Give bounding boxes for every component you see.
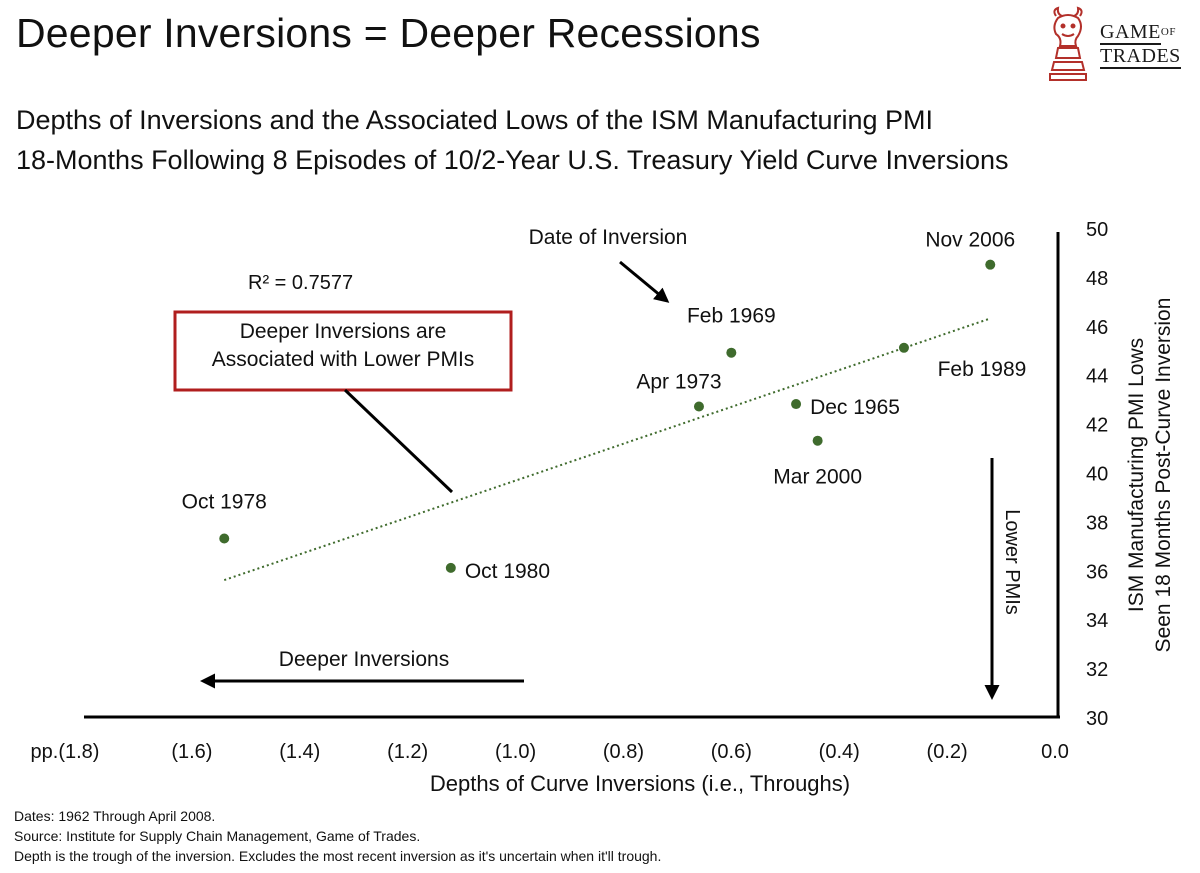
data-point xyxy=(445,562,456,573)
data-point-label: Dec 1965 xyxy=(810,396,900,419)
lower-pmis-label: Lower PMIs xyxy=(1001,509,1023,615)
x-tick-label: (0.2) xyxy=(927,741,968,763)
logo-wordmark: GAMEOF TRADES xyxy=(1100,20,1181,69)
y-tick-label: 44 xyxy=(1086,366,1108,388)
footer-notes: Dates: 1962 Through April 2008. Source: … xyxy=(14,806,661,866)
date-of-inversion-label: Date of Inversion xyxy=(529,226,688,249)
y-tick-label: 34 xyxy=(1086,610,1108,632)
footer-note-dates: Dates: 1962 Through April 2008. xyxy=(14,808,216,824)
brand-logo: GAMEOF TRADES xyxy=(1044,6,1194,84)
footer-note-source: Source: Institute for Supply Chain Manag… xyxy=(14,828,421,844)
x-tick-label: (1.2) xyxy=(387,741,428,763)
y-tick-label: 32 xyxy=(1086,659,1108,681)
footer-note-depth: Depth is the trough of the inversion. Ex… xyxy=(14,848,662,864)
data-point-label: Nov 2006 xyxy=(925,229,1015,252)
data-point xyxy=(219,533,230,544)
scatter-chart: 30 32 34 36 38 40 42 44 46 48 50 pp.(1.8) (1.6) (1.4)… xyxy=(31,219,1175,796)
date-of-inversion-arrow xyxy=(619,260,670,303)
y-tick-label: 36 xyxy=(1086,561,1108,583)
data-point-label: Oct 1978 xyxy=(182,491,267,514)
data-point-label: Oct 1980 xyxy=(465,560,550,583)
y-axis-label-line: Seen 18 Months Post-Curve Inversion xyxy=(1152,298,1175,653)
x-axis-label: Depths of Curve Inversions (i.e., Throug… xyxy=(430,771,850,796)
data-point xyxy=(693,401,704,412)
subtitle-line-1: Depths of Inversions and the Associated … xyxy=(16,105,933,135)
y-tick-label: 42 xyxy=(1086,415,1108,437)
y-tick-label: 48 xyxy=(1086,268,1108,290)
data-point-label: Feb 1989 xyxy=(938,358,1027,381)
y-axis-label-line: ISM Manufacturing PMI Lows xyxy=(1125,338,1148,612)
x-tick-label: (1.4) xyxy=(279,741,320,763)
x-tick-label: (1.0) xyxy=(495,741,536,763)
x-tick-label: pp.(1.8) xyxy=(31,741,100,763)
data-point-label: Apr 1973 xyxy=(636,370,721,393)
x-tick-label: (0.8) xyxy=(603,741,644,763)
logo-line-2: TRADES xyxy=(1100,45,1181,69)
x-tick-label: 0.0 xyxy=(1041,741,1069,763)
data-point xyxy=(791,399,802,410)
annotation-pointer-line xyxy=(343,388,454,494)
subtitle: Depths of Inversions and the Associated … xyxy=(16,100,1009,180)
data-point xyxy=(726,347,737,358)
bull-chess-knight-icon xyxy=(1049,6,1087,81)
y-tick-label: 50 xyxy=(1086,219,1108,241)
annotation-box-line: Deeper Inversions are xyxy=(240,320,447,343)
subtitle-line-2: 18-Months Following 8 Episodes of 10/2-Y… xyxy=(16,145,1009,175)
y-tick-label: 46 xyxy=(1086,317,1108,339)
annotation-box xyxy=(173,310,513,392)
data-point xyxy=(812,435,823,446)
data-point xyxy=(985,259,996,270)
logo-of: OF xyxy=(1160,26,1176,38)
x-tick-label: (0.6) xyxy=(711,741,752,763)
logo-line-1: GAME xyxy=(1100,21,1161,45)
data-point-label: Feb 1969 xyxy=(687,305,776,328)
y-tick-label: 40 xyxy=(1086,464,1108,486)
data-point xyxy=(898,342,909,353)
r-squared-label: R² = 0.7577 xyxy=(248,272,353,294)
x-tick-label: (0.4) xyxy=(819,741,860,763)
y-tick-label: 38 xyxy=(1086,512,1108,534)
page-title: Deeper Inversions = Deeper Recessions xyxy=(16,10,761,56)
deeper-inversions-label: Deeper Inversions xyxy=(279,648,449,671)
x-tick-label: (1.6) xyxy=(171,741,212,763)
y-tick-label: 30 xyxy=(1086,708,1108,730)
data-point-label: Mar 2000 xyxy=(773,466,862,489)
annotation-box-line: Associated with Lower PMIs xyxy=(212,348,475,371)
